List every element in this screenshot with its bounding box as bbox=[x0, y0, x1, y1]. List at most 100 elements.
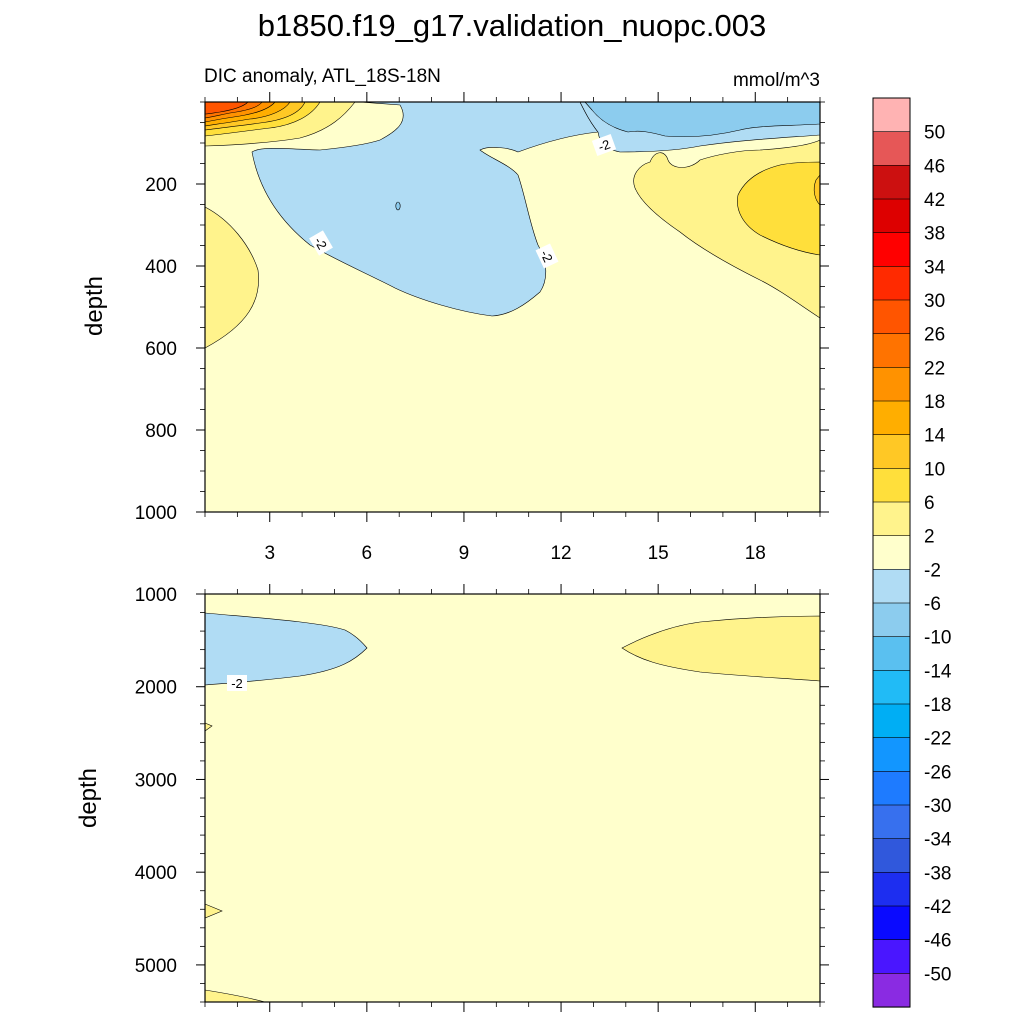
colorbar-box bbox=[872, 602, 911, 638]
upper-x-tick-label: 15 bbox=[648, 543, 669, 564]
colorbar-label: -6 bbox=[924, 594, 941, 615]
colorbar-box bbox=[872, 232, 911, 267]
colorbar-label: -46 bbox=[924, 931, 951, 952]
colorbar-box bbox=[872, 131, 911, 166]
upper-x-tick-label: 9 bbox=[459, 543, 470, 564]
colorbar-box bbox=[872, 299, 911, 335]
colorbar-label: 10 bbox=[924, 459, 945, 480]
lower-y-tick-label: 5000 bbox=[135, 956, 177, 977]
upper-x-tick-label: 12 bbox=[550, 543, 571, 564]
colorbar-label: -22 bbox=[924, 729, 951, 750]
colorbar-box bbox=[872, 804, 911, 840]
colorbar-label: -26 bbox=[924, 762, 951, 783]
colorbar-label: 26 bbox=[924, 325, 945, 346]
upper-x-tick-label: 18 bbox=[745, 543, 766, 564]
colorbar-box bbox=[872, 198, 911, 234]
colorbar-label: 50 bbox=[924, 123, 945, 144]
upper-panel: -2 -2 -2 200 400 600 800 1000 3 6 9 12 15 18 dept… bbox=[81, 92, 829, 564]
upper-y-tick-label: 800 bbox=[145, 421, 177, 442]
lower-positive-region-east bbox=[621, 615, 821, 682]
lower-y-ticks: 1000 2000 3000 4000 5000 bbox=[135, 585, 829, 1003]
colorbar-box bbox=[872, 400, 911, 436]
lower-contour-label-1-text: -2 bbox=[231, 676, 243, 691]
colorbar-box bbox=[872, 266, 911, 301]
colorbar-label: 34 bbox=[924, 257, 946, 278]
colorbar-box bbox=[872, 939, 911, 974]
upper-y-tick-label: 200 bbox=[145, 175, 177, 196]
upper-contour-label-3-text: -2 bbox=[596, 136, 612, 154]
colorbar-box bbox=[872, 569, 911, 604]
panel-subtitle-right: mmol/m^3 bbox=[733, 70, 820, 91]
lower-x-ticks bbox=[204, 584, 821, 1012]
colorbar-box bbox=[872, 367, 911, 402]
colorbar-label: -42 bbox=[924, 897, 951, 918]
lower-contour-label-1: -2 bbox=[227, 675, 247, 691]
colorbar-label: -34 bbox=[924, 830, 952, 851]
lower-y-tick-label: 4000 bbox=[135, 863, 177, 884]
upper-small-contour bbox=[395, 201, 401, 211]
colorbar-label: 42 bbox=[924, 190, 945, 211]
lower-y-tick-label: 2000 bbox=[135, 678, 177, 699]
colorbar-box bbox=[872, 872, 911, 907]
colorbar: 50 46 42 38 34 30 26 22 18 14 10 6 2 -2 -6 -10 -14 -18 -22… bbox=[872, 97, 952, 1008]
colorbar-box bbox=[872, 838, 911, 873]
upper-y-tick-label: 600 bbox=[145, 339, 177, 360]
colorbar-box bbox=[872, 501, 911, 537]
upper-y-tick-label: 1000 bbox=[135, 503, 177, 524]
upper-contour-label-3: -2 bbox=[591, 134, 617, 156]
colorbar-label: 6 bbox=[924, 493, 935, 514]
colorbar-label: 38 bbox=[924, 224, 945, 245]
colorbar-box bbox=[872, 737, 911, 772]
colorbar-label: -38 bbox=[924, 863, 951, 884]
colorbar-label: 18 bbox=[924, 392, 945, 413]
colorbar-frame bbox=[872, 97, 911, 1008]
colorbar-box bbox=[872, 905, 911, 941]
colorbar-box bbox=[872, 333, 911, 368]
upper-x-ticks: 3 6 9 12 15 18 bbox=[204, 92, 821, 564]
upper-x-tick-label: 6 bbox=[362, 543, 373, 564]
upper-contour-label-2: -2 bbox=[535, 243, 559, 269]
upper-y-tick-label: 400 bbox=[145, 257, 177, 278]
upper-positive-band-26 bbox=[204, 101, 249, 115]
colorbar-label: 46 bbox=[924, 156, 945, 177]
lower-y-tick-label: 3000 bbox=[135, 770, 177, 791]
colorbar-label: -50 bbox=[924, 964, 951, 985]
upper-y-ticks: 200 400 600 800 1000 bbox=[135, 101, 829, 524]
lower-negative-region-west bbox=[204, 612, 368, 686]
colorbar-box bbox=[872, 636, 911, 671]
upper-x-tick-label: 3 bbox=[264, 543, 275, 564]
upper-negative-region-surface-inner bbox=[584, 101, 821, 138]
colorbar-box bbox=[872, 670, 911, 705]
colorbar-labels: 50 46 42 38 34 30 26 22 18 14 10 6 2 -2 -6 -10 -14 -18 -22… bbox=[924, 123, 952, 986]
colorbar-box bbox=[872, 165, 911, 200]
colorbar-label: -30 bbox=[924, 796, 951, 817]
colorbar-label: 22 bbox=[924, 358, 945, 379]
lower-panel: -2 1000 2000 3000 4000 5000 depth bbox=[75, 584, 829, 1012]
colorbar-label: -10 bbox=[924, 628, 951, 649]
upper-positive-region-west bbox=[204, 206, 259, 349]
colorbar-box bbox=[872, 535, 911, 570]
colorbar-box bbox=[872, 771, 911, 806]
colorbar-box bbox=[872, 703, 911, 739]
figure-title: b1850.f19_g17.validation_nuopc.003 bbox=[258, 8, 767, 43]
upper-contour-label-1: -2 bbox=[309, 230, 333, 256]
colorbar-box bbox=[872, 468, 911, 503]
upper-negative-region-central bbox=[251, 101, 599, 317]
upper-positive-region-east-inner bbox=[737, 161, 821, 256]
colorbar-label: -18 bbox=[924, 695, 951, 716]
lower-y-tick-label: 1000 bbox=[135, 585, 177, 606]
colorbar-label: 30 bbox=[924, 291, 945, 312]
lower-y-axis-label: depth bbox=[75, 768, 102, 828]
colorbar-box bbox=[872, 97, 911, 133]
colorbar-box bbox=[872, 434, 911, 469]
colorbar-label: -2 bbox=[924, 560, 941, 581]
upper-contour-label-2-text: -2 bbox=[537, 248, 555, 265]
panel-subtitle-left: DIC anomaly, ATL_18S-18N bbox=[204, 66, 441, 87]
colorbar-label: 2 bbox=[924, 527, 935, 548]
colorbar-label: -14 bbox=[924, 661, 952, 682]
colorbar-boxes bbox=[872, 97, 911, 1008]
colorbar-label: 14 bbox=[924, 426, 946, 447]
upper-y-axis-label: depth bbox=[81, 276, 108, 336]
colorbar-box bbox=[872, 973, 911, 1008]
